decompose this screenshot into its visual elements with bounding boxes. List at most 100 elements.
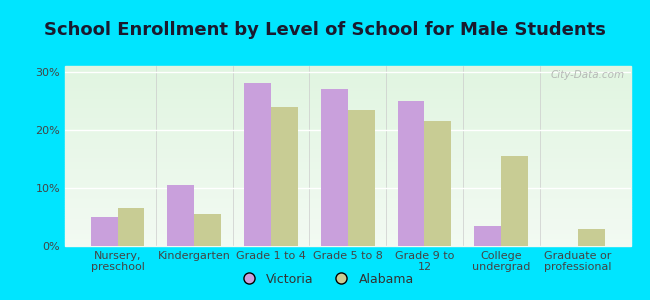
Bar <box>65 86 630 88</box>
Bar <box>65 107 630 109</box>
Bar <box>65 161 630 163</box>
Bar <box>65 66 630 68</box>
Bar <box>65 158 630 160</box>
Bar <box>65 147 630 149</box>
Bar <box>65 228 630 230</box>
Bar <box>65 133 630 134</box>
Bar <box>65 170 630 172</box>
Bar <box>65 109 630 111</box>
Bar <box>65 125 630 127</box>
Bar <box>65 89 630 91</box>
Bar <box>65 79 630 80</box>
Bar <box>65 205 630 206</box>
Bar <box>65 244 630 246</box>
Bar <box>65 190 630 192</box>
Bar <box>65 188 630 190</box>
Bar <box>194 214 221 246</box>
Bar <box>65 115 630 116</box>
Bar <box>65 82 630 84</box>
Bar <box>65 113 630 115</box>
Bar <box>65 143 630 145</box>
Bar <box>65 194 630 196</box>
Bar <box>65 221 630 223</box>
Bar <box>65 241 630 242</box>
Bar <box>65 201 630 203</box>
Bar <box>65 242 630 244</box>
Bar <box>65 169 630 170</box>
Bar <box>65 183 630 185</box>
Bar <box>65 136 630 138</box>
Bar <box>65 217 630 219</box>
Legend: Victoria, Alabama: Victoria, Alabama <box>231 268 419 291</box>
Bar <box>398 101 424 246</box>
Bar <box>65 88 630 89</box>
Bar <box>65 68 630 70</box>
Bar <box>65 91 630 93</box>
Bar <box>65 232 630 233</box>
Bar <box>65 174 630 176</box>
Bar <box>65 77 630 79</box>
Bar <box>65 196 630 197</box>
Bar <box>65 197 630 199</box>
Bar <box>65 70 630 71</box>
Bar <box>65 131 630 133</box>
Bar <box>65 199 630 201</box>
Bar <box>65 187 630 188</box>
Bar <box>65 185 630 187</box>
Bar <box>321 89 348 246</box>
Bar <box>65 102 630 104</box>
Bar <box>65 120 630 122</box>
Bar <box>65 134 630 136</box>
Bar <box>65 178 630 179</box>
Bar <box>168 185 194 246</box>
Bar <box>65 156 630 158</box>
Text: City-Data.com: City-Data.com <box>551 70 625 80</box>
Bar <box>65 167 630 169</box>
Bar <box>65 203 630 205</box>
Bar <box>65 138 630 140</box>
Bar <box>65 214 630 215</box>
Bar <box>65 230 630 232</box>
Bar <box>65 73 630 75</box>
Bar <box>65 151 630 152</box>
Bar <box>65 124 630 125</box>
Bar <box>65 235 630 237</box>
Text: School Enrollment by Level of School for Male Students: School Enrollment by Level of School for… <box>44 21 606 39</box>
Bar <box>65 100 630 102</box>
Bar <box>65 176 630 178</box>
Bar <box>65 98 630 100</box>
Bar <box>65 129 630 131</box>
Bar <box>65 179 630 181</box>
Bar <box>65 71 630 73</box>
Bar <box>65 224 630 226</box>
Bar <box>244 83 271 246</box>
Bar <box>65 206 630 208</box>
Bar <box>65 75 630 77</box>
Bar <box>65 140 630 142</box>
Bar <box>65 93 630 95</box>
Bar <box>474 226 501 246</box>
Bar <box>65 210 630 212</box>
Bar <box>65 215 630 217</box>
Bar <box>348 110 374 246</box>
Bar <box>65 97 630 98</box>
Bar <box>65 208 630 210</box>
Bar <box>65 152 630 154</box>
Bar <box>65 226 630 228</box>
Bar <box>65 165 630 167</box>
Bar <box>65 212 630 214</box>
Bar <box>65 154 630 156</box>
Bar <box>65 233 630 235</box>
Bar <box>65 172 630 174</box>
Bar <box>65 219 630 221</box>
Bar <box>65 237 630 239</box>
Bar <box>65 80 630 82</box>
Bar <box>65 239 630 241</box>
Bar <box>65 106 630 107</box>
Bar <box>91 217 118 246</box>
Bar <box>65 95 630 97</box>
Bar <box>65 122 630 124</box>
Bar <box>65 104 630 106</box>
Bar <box>65 160 630 161</box>
Bar <box>424 121 451 246</box>
